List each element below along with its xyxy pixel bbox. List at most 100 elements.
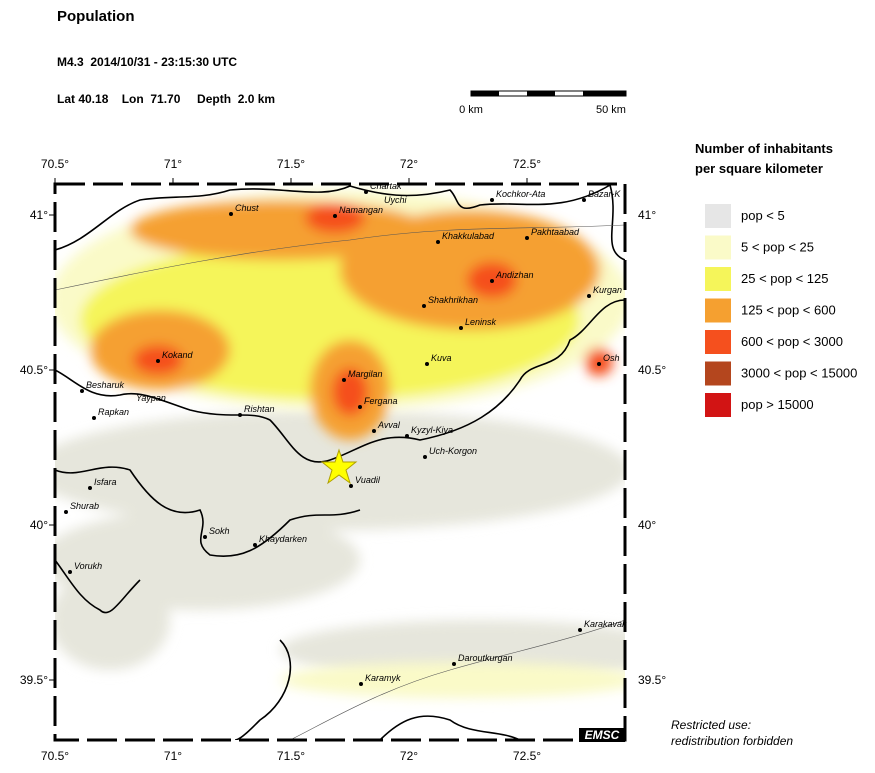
city-label: Shurab (70, 501, 99, 511)
legend-swatch (705, 330, 731, 354)
location: Lat 40.18 Lon 71.70 Depth 2.0 km (57, 92, 275, 106)
city-dot (582, 198, 586, 202)
city-label: Kurgan (593, 285, 622, 295)
city-label: Osh (603, 353, 620, 363)
city-label: Yaypan (136, 393, 166, 403)
city-dot (452, 662, 456, 666)
city-dot (597, 362, 601, 366)
city-label: Kyzyl-Kiya (411, 425, 453, 435)
title: Population (57, 8, 135, 25)
city-dot (490, 279, 494, 283)
city-dot (80, 389, 84, 393)
lon-label: 71.5° (277, 749, 305, 763)
city-dot (490, 198, 494, 202)
city-dot (253, 543, 257, 547)
city-label: Sokh (209, 526, 230, 536)
city-label: Andizhan (495, 270, 534, 280)
city-dot (358, 405, 362, 409)
city-label: Vorukh (74, 561, 102, 571)
city-dot (405, 434, 409, 438)
lat-label: 41° (30, 208, 48, 222)
lon-label: 71° (164, 749, 182, 763)
notice: redistribution forbidden (671, 734, 793, 748)
city-dot (238, 413, 242, 417)
legend-swatch (705, 361, 731, 386)
lat-label: 40.5° (20, 363, 48, 377)
legend-swatch (705, 204, 731, 228)
lon-label: 72.5° (513, 749, 541, 763)
city-dot (88, 486, 92, 490)
legend-title: Number of inhabitants (695, 141, 833, 156)
epicenter (320, 448, 358, 485)
scale-start: 0 km (459, 104, 483, 116)
lat-label: 40° (30, 518, 48, 532)
city-dot (359, 682, 363, 686)
city-dot (425, 362, 429, 366)
city-dot (68, 570, 72, 574)
notice: Restricted use: (671, 718, 751, 732)
legend-swatch (705, 298, 731, 323)
city-dot (156, 359, 160, 363)
city-label: Avval (377, 420, 401, 430)
scale-bar (470, 90, 627, 97)
legend-swatch (705, 393, 731, 417)
city-dot (525, 236, 529, 240)
city-dot (333, 214, 337, 218)
credit: EMSC (585, 728, 620, 742)
lat-label: 41° (638, 208, 656, 222)
city-label: Khakkulabad (442, 231, 495, 241)
city-dot (459, 326, 463, 330)
city-dot (64, 510, 68, 514)
city-label: Uch-Korgon (429, 446, 477, 456)
city-dot (92, 416, 96, 420)
map-frame (53, 182, 627, 742)
city-label: Fergana (364, 396, 398, 406)
legend-label: 125 < pop < 600 (741, 303, 836, 318)
city-dot (364, 190, 368, 194)
legend-label: pop > 15000 (741, 397, 814, 412)
lon-label: 72.5° (513, 157, 541, 171)
city-label: Isfara (94, 477, 117, 487)
credit-box (579, 728, 625, 742)
legend-swatch (705, 235, 731, 260)
city-dot (342, 378, 346, 382)
legend-label: 3000 < pop < 15000 (741, 366, 857, 381)
lon-label: 72° (400, 157, 418, 171)
city-label: Shakhrikhan (428, 295, 478, 305)
city-dot (203, 535, 207, 539)
lon-label: 70.5° (41, 157, 69, 171)
lat-label: 39.5° (638, 673, 666, 687)
lon-label: 71.5° (277, 157, 305, 171)
city-label: Daroutkurgan (458, 653, 513, 663)
lon-label: 70.5° (41, 749, 69, 763)
city-label: Chartak (370, 181, 402, 191)
city-dot (578, 628, 582, 632)
legend-label: 25 < pop < 125 (741, 271, 828, 286)
lon-label: 72° (400, 749, 418, 763)
scale-end: 50 km (596, 104, 626, 116)
city-dot (423, 455, 427, 459)
city-label: Karamyk (365, 673, 401, 683)
legend-title: per square kilometer (695, 161, 823, 176)
lat-label: 40° (638, 518, 656, 532)
city-label: Namangan (339, 205, 383, 215)
event: M4.3 2014/10/31 - 23:15:30 UTC (57, 55, 237, 69)
city-label: Margilan (348, 369, 383, 379)
legend-swatch (705, 267, 731, 291)
city-label: Bazar-K (588, 189, 621, 199)
city-label: Kochkor-Ata (496, 189, 545, 199)
map-area (55, 184, 625, 740)
city-label: Rishtan (244, 404, 275, 414)
city-label: Karakavak (584, 619, 627, 629)
city-label: Chust (235, 203, 259, 213)
lat-label: 39.5° (20, 673, 48, 687)
city-label: Rapkan (98, 407, 129, 417)
legend-label: pop < 5 (741, 208, 785, 223)
legend-label: 600 < pop < 3000 (741, 334, 843, 349)
city-label: Uychi (384, 195, 408, 205)
city-label: Pakhtaabad (531, 227, 580, 237)
city-label: Vuadil (355, 475, 381, 485)
city-dot (349, 484, 353, 488)
city-label: Kokand (162, 350, 194, 360)
